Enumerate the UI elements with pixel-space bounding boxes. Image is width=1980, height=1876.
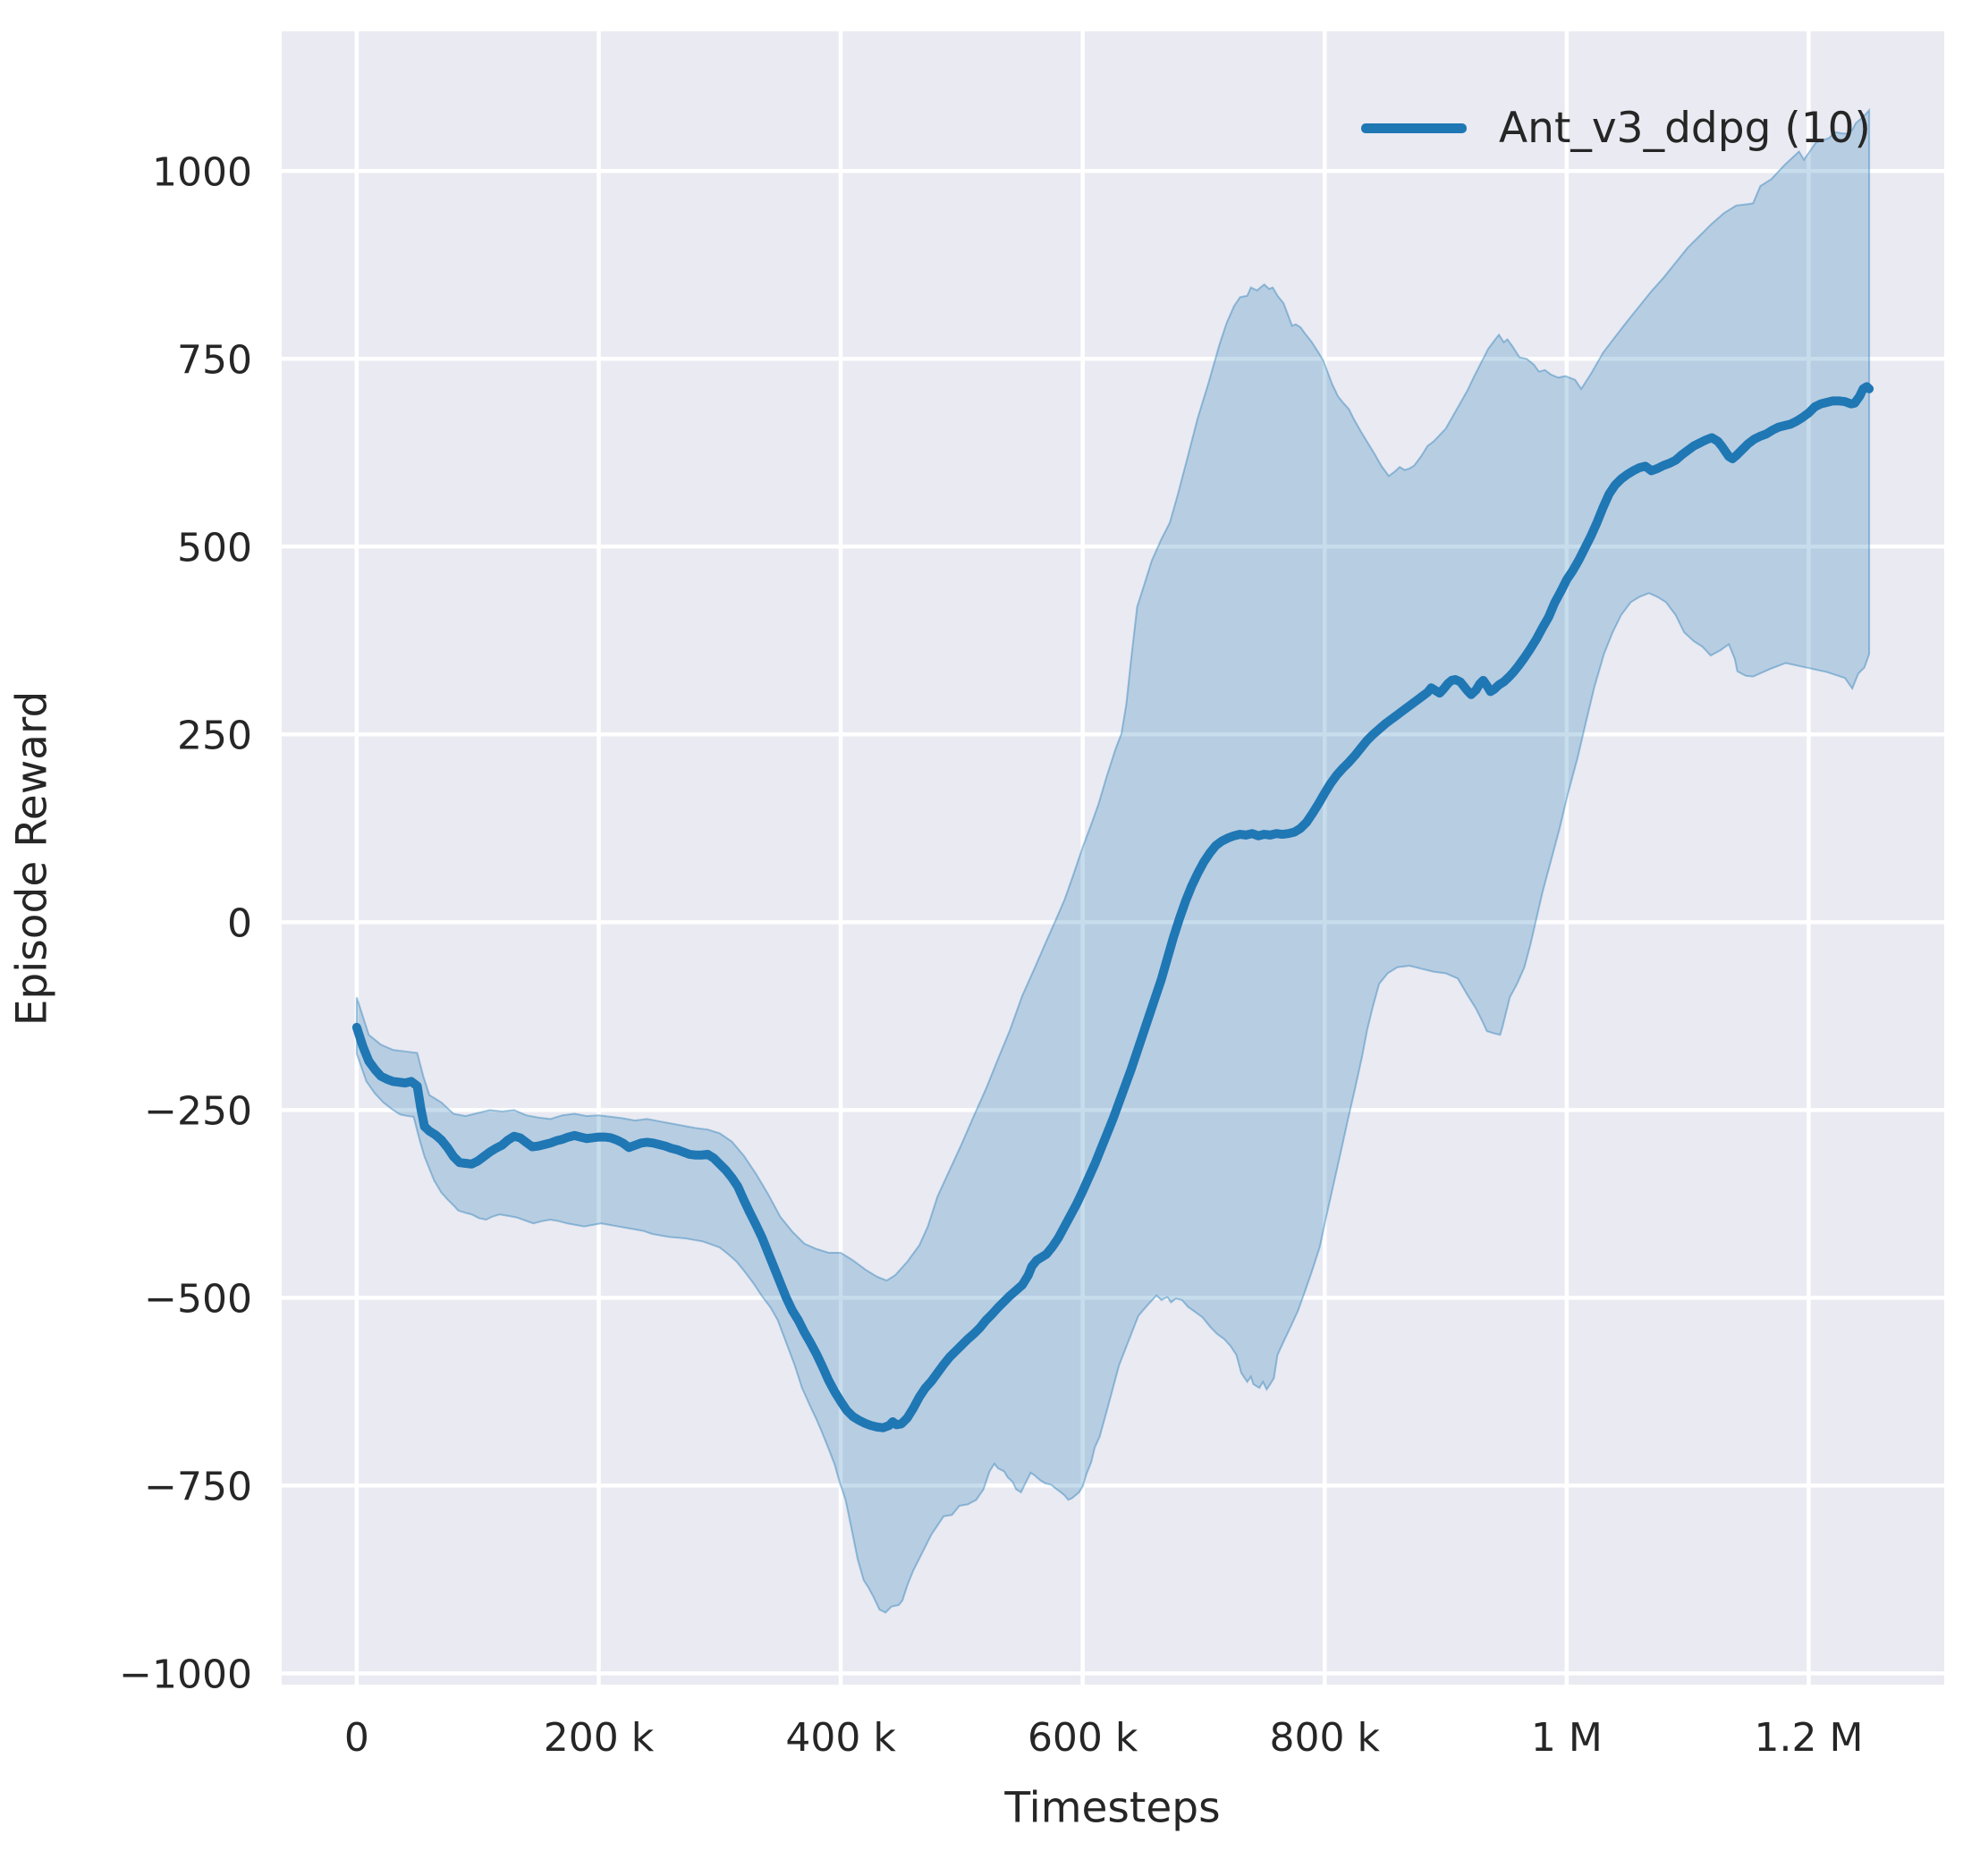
plot-area (282, 31, 1944, 1685)
y-axis-label: Episode Reward (7, 690, 57, 1027)
y-tick-label: −500 (144, 1276, 252, 1322)
y-tick-label: 0 (227, 900, 252, 946)
x-tick-label: 600 k (1028, 1715, 1138, 1761)
x-tick-label: 0 (344, 1715, 369, 1761)
x-tick-label: 400 k (785, 1715, 896, 1761)
x-tick-label: 200 k (544, 1715, 655, 1761)
x-axis-label: Timesteps (1004, 1783, 1221, 1833)
x-tick-label: 1.2 M (1754, 1715, 1863, 1761)
y-tick-label: 250 (177, 713, 252, 758)
y-tick-label: 750 (177, 337, 252, 383)
legend-line-swatch (1361, 123, 1467, 133)
y-tick-label: −1000 (119, 1652, 252, 1697)
y-tick-label: 500 (177, 525, 252, 570)
x-tick-label: 800 k (1270, 1715, 1381, 1761)
y-tick-label: −250 (144, 1088, 252, 1134)
y-tick-label: 1000 (152, 149, 252, 195)
confidence-band (355, 107, 1871, 1614)
y-tick-label: −750 (144, 1464, 252, 1509)
mean-line (351, 382, 1874, 1432)
legend-label: Ant_v3_ddpg (10) (1499, 104, 1871, 153)
legend: Ant_v3_ddpg (10) (1361, 107, 1871, 149)
x-tick-label: 1 M (1531, 1715, 1603, 1761)
